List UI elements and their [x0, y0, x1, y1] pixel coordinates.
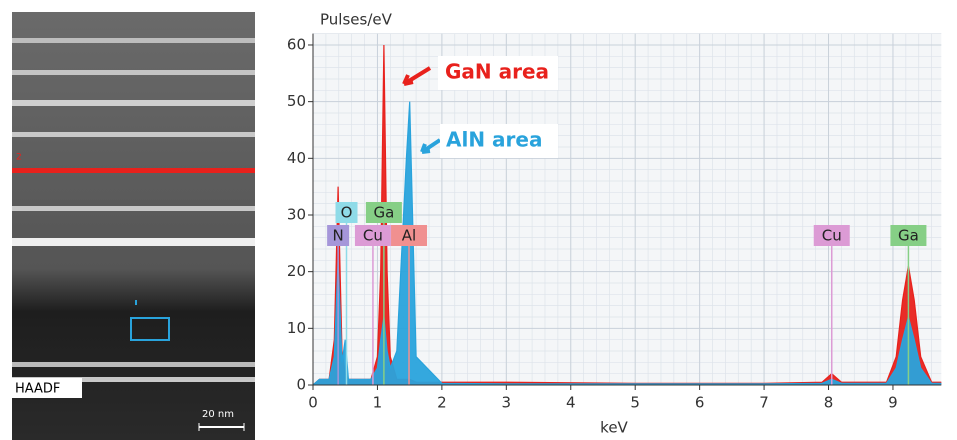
element-label: Al — [402, 227, 416, 245]
x-tick-label: 3 — [502, 394, 512, 412]
element-box — [391, 225, 428, 246]
x-tick-label: 2 — [437, 394, 447, 412]
scale-label: 20 nm — [202, 409, 234, 420]
y-tick-label: 20 — [287, 262, 306, 280]
element-label: N — [333, 227, 344, 245]
element-box — [327, 225, 350, 246]
aln-annotation: AlN area — [446, 128, 542, 152]
x-tick-label: 5 — [630, 394, 640, 412]
y-tick-label: 0 — [296, 376, 306, 394]
x-tick-label: 9 — [888, 394, 898, 412]
x-tick-label: 7 — [759, 394, 769, 412]
element-label: Ga — [898, 227, 919, 245]
y-tick-label: 10 — [287, 319, 306, 337]
spectrum-line — [312, 101, 942, 386]
line-marker: 2 — [16, 153, 22, 163]
plot-area — [313, 33, 942, 386]
element-box — [813, 225, 850, 246]
y-axis-label: Pulses/eV — [320, 11, 393, 29]
y-tick-label: 30 — [287, 205, 306, 223]
mode-label: HAADF — [15, 382, 60, 397]
x-axis-label: keV — [600, 419, 628, 437]
y-tick-label: 50 — [287, 92, 306, 110]
element-label: Ga — [373, 204, 394, 222]
x-tick-label: 1 — [373, 394, 383, 412]
x-tick-label: 8 — [824, 394, 834, 412]
element-box — [890, 225, 927, 246]
element-box — [354, 225, 391, 246]
x-tick-label: 0 — [308, 394, 318, 412]
gan-annotation: GaN area — [445, 60, 549, 84]
element-label: O — [341, 204, 353, 222]
element-box — [365, 202, 402, 223]
element-label: Cu — [363, 227, 383, 245]
y-tick-label: 60 — [287, 35, 306, 53]
y-tick-label: 40 — [287, 149, 306, 167]
element-box — [335, 202, 358, 223]
x-tick-label: 6 — [695, 394, 705, 412]
element-label: Cu — [822, 227, 842, 245]
x-tick-label: 4 — [566, 394, 576, 412]
haadf-image: 2 HAADF 20 nm — [12, 12, 255, 440]
